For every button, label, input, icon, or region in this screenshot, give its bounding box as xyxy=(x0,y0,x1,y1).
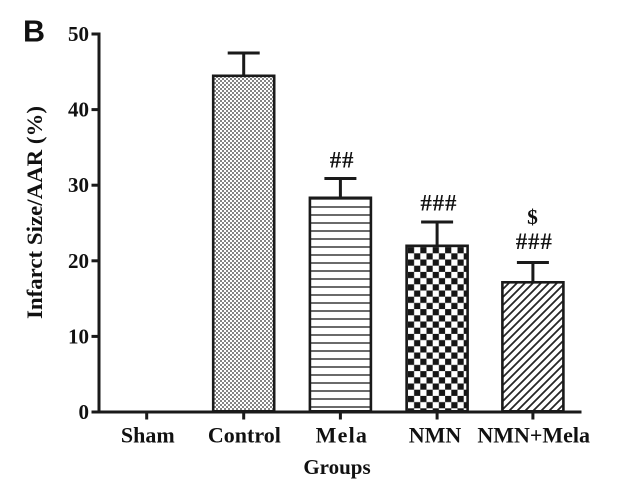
svg-text:###: ### xyxy=(420,191,457,216)
svg-text:Groups: Groups xyxy=(303,455,370,479)
svg-text:50: 50 xyxy=(68,22,89,46)
svg-text:Infarct Size/AAR (%): Infarct Size/AAR (%) xyxy=(22,106,47,319)
svg-text:Mela: Mela xyxy=(316,423,368,448)
svg-text:##: ## xyxy=(330,148,355,173)
svg-text:B: B xyxy=(23,14,45,48)
svg-text:20: 20 xyxy=(68,249,89,273)
svg-text:Control: Control xyxy=(208,423,281,448)
svg-text:NMN: NMN xyxy=(409,423,462,448)
svg-text:$: $ xyxy=(527,205,538,229)
svg-text:10: 10 xyxy=(68,324,89,348)
svg-text:NMN+Mela: NMN+Mela xyxy=(477,423,590,448)
svg-text:Sham: Sham xyxy=(121,423,175,448)
svg-text:###: ### xyxy=(516,229,553,254)
svg-text:0: 0 xyxy=(79,400,90,424)
svg-text:30: 30 xyxy=(68,173,89,197)
svg-text:40: 40 xyxy=(68,98,89,122)
